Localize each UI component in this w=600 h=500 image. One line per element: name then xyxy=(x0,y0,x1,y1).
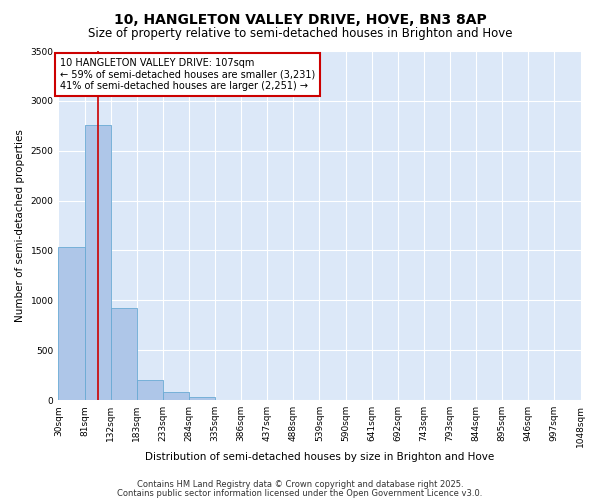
Text: Contains public sector information licensed under the Open Government Licence v3: Contains public sector information licen… xyxy=(118,488,482,498)
Y-axis label: Number of semi-detached properties: Number of semi-detached properties xyxy=(15,129,25,322)
Bar xyxy=(111,308,137,400)
Text: 10, HANGLETON VALLEY DRIVE, HOVE, BN3 8AP: 10, HANGLETON VALLEY DRIVE, HOVE, BN3 8A… xyxy=(113,12,487,26)
Bar xyxy=(188,397,215,400)
Bar xyxy=(137,380,163,400)
Text: 10 HANGLETON VALLEY DRIVE: 107sqm
← 59% of semi-detached houses are smaller (3,2: 10 HANGLETON VALLEY DRIVE: 107sqm ← 59% … xyxy=(60,58,315,91)
Text: Size of property relative to semi-detached houses in Brighton and Hove: Size of property relative to semi-detach… xyxy=(88,28,512,40)
Bar xyxy=(85,125,111,400)
Bar xyxy=(163,392,188,400)
Bar xyxy=(58,248,85,400)
X-axis label: Distribution of semi-detached houses by size in Brighton and Hove: Distribution of semi-detached houses by … xyxy=(145,452,494,462)
Text: Contains HM Land Registry data © Crown copyright and database right 2025.: Contains HM Land Registry data © Crown c… xyxy=(137,480,463,489)
